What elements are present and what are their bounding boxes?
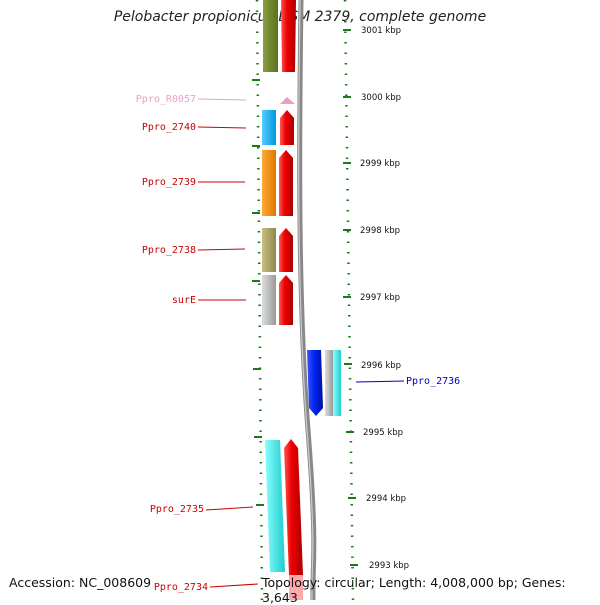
cds-arrow [279, 150, 293, 216]
cds-arrow [281, 0, 296, 72]
gene-label-sure[interactable]: surE [172, 295, 196, 306]
cog-block [262, 275, 276, 325]
genome-info-text: Topology: circular; Length: 4,008,000 bp… [262, 575, 566, 605]
gene-label-ppro-2734[interactable]: Ppro_2734 [154, 582, 208, 593]
gene-labels: Ppro_R0057 Ppro_2740 Ppro_2739 Ppro_2738… [136, 94, 460, 593]
cog-block [333, 350, 341, 416]
tick-label: 3001 kbp [361, 26, 401, 36]
accession-text: Accession: NC_008609 [9, 575, 152, 590]
cds-arrow [280, 110, 294, 145]
cds-arrow [289, 575, 303, 600]
tick-label: 2998 kbp [360, 226, 400, 236]
cog-block [262, 110, 276, 145]
gene-label-ppro-2739[interactable]: Ppro_2739 [142, 177, 196, 188]
scale-ticks: 3001 kbp 3000 kbp 2999 kbp 2998 kbp 2997… [252, 26, 409, 571]
gene-label-ppro-2740[interactable]: Ppro_2740 [142, 122, 196, 133]
reverse-genes [307, 350, 341, 416]
label-leader [205, 506, 254, 511]
cog-blocks [262, 0, 285, 572]
cds-arrow [279, 275, 293, 325]
cog-block [262, 150, 276, 216]
cds-arrow [307, 350, 323, 416]
cog-block [262, 228, 276, 272]
label-leader [197, 98, 247, 101]
gene-label-ppro-2736[interactable]: Ppro_2736 [406, 376, 460, 387]
tick-label: 2995 kbp [363, 428, 403, 438]
tick-label: 2996 kbp [361, 361, 401, 371]
rna-arrow [280, 97, 295, 104]
tick-label: 2997 kbp [360, 293, 400, 303]
forward-genes [279, 0, 303, 600]
genome-backbone-highlight [298, 0, 314, 600]
left-tick-track [255, 0, 264, 600]
cds-arrow [279, 228, 293, 272]
cog-block [263, 0, 278, 72]
gene-label-ppro-2738[interactable]: Ppro_2738 [142, 245, 196, 256]
tick-label: 2993 kbp [369, 561, 409, 571]
cds-arrow [284, 439, 303, 575]
right-tick-track [343, 0, 355, 600]
tick-label: 2999 kbp [360, 159, 400, 169]
cog-block [265, 440, 285, 572]
label-leader [197, 248, 246, 251]
cog-block [325, 350, 333, 416]
genome-backbone [297, 0, 317, 600]
label-leader [355, 380, 405, 383]
gene-label-ppro-2735[interactable]: Ppro_2735 [150, 504, 204, 515]
gene-label-ppro-r0057[interactable]: Ppro_R0057 [136, 94, 196, 105]
label-leader [209, 583, 259, 588]
tick-label: 2994 kbp [366, 494, 406, 504]
tick-label: 3000 kbp [361, 93, 401, 103]
label-leader [197, 126, 247, 129]
